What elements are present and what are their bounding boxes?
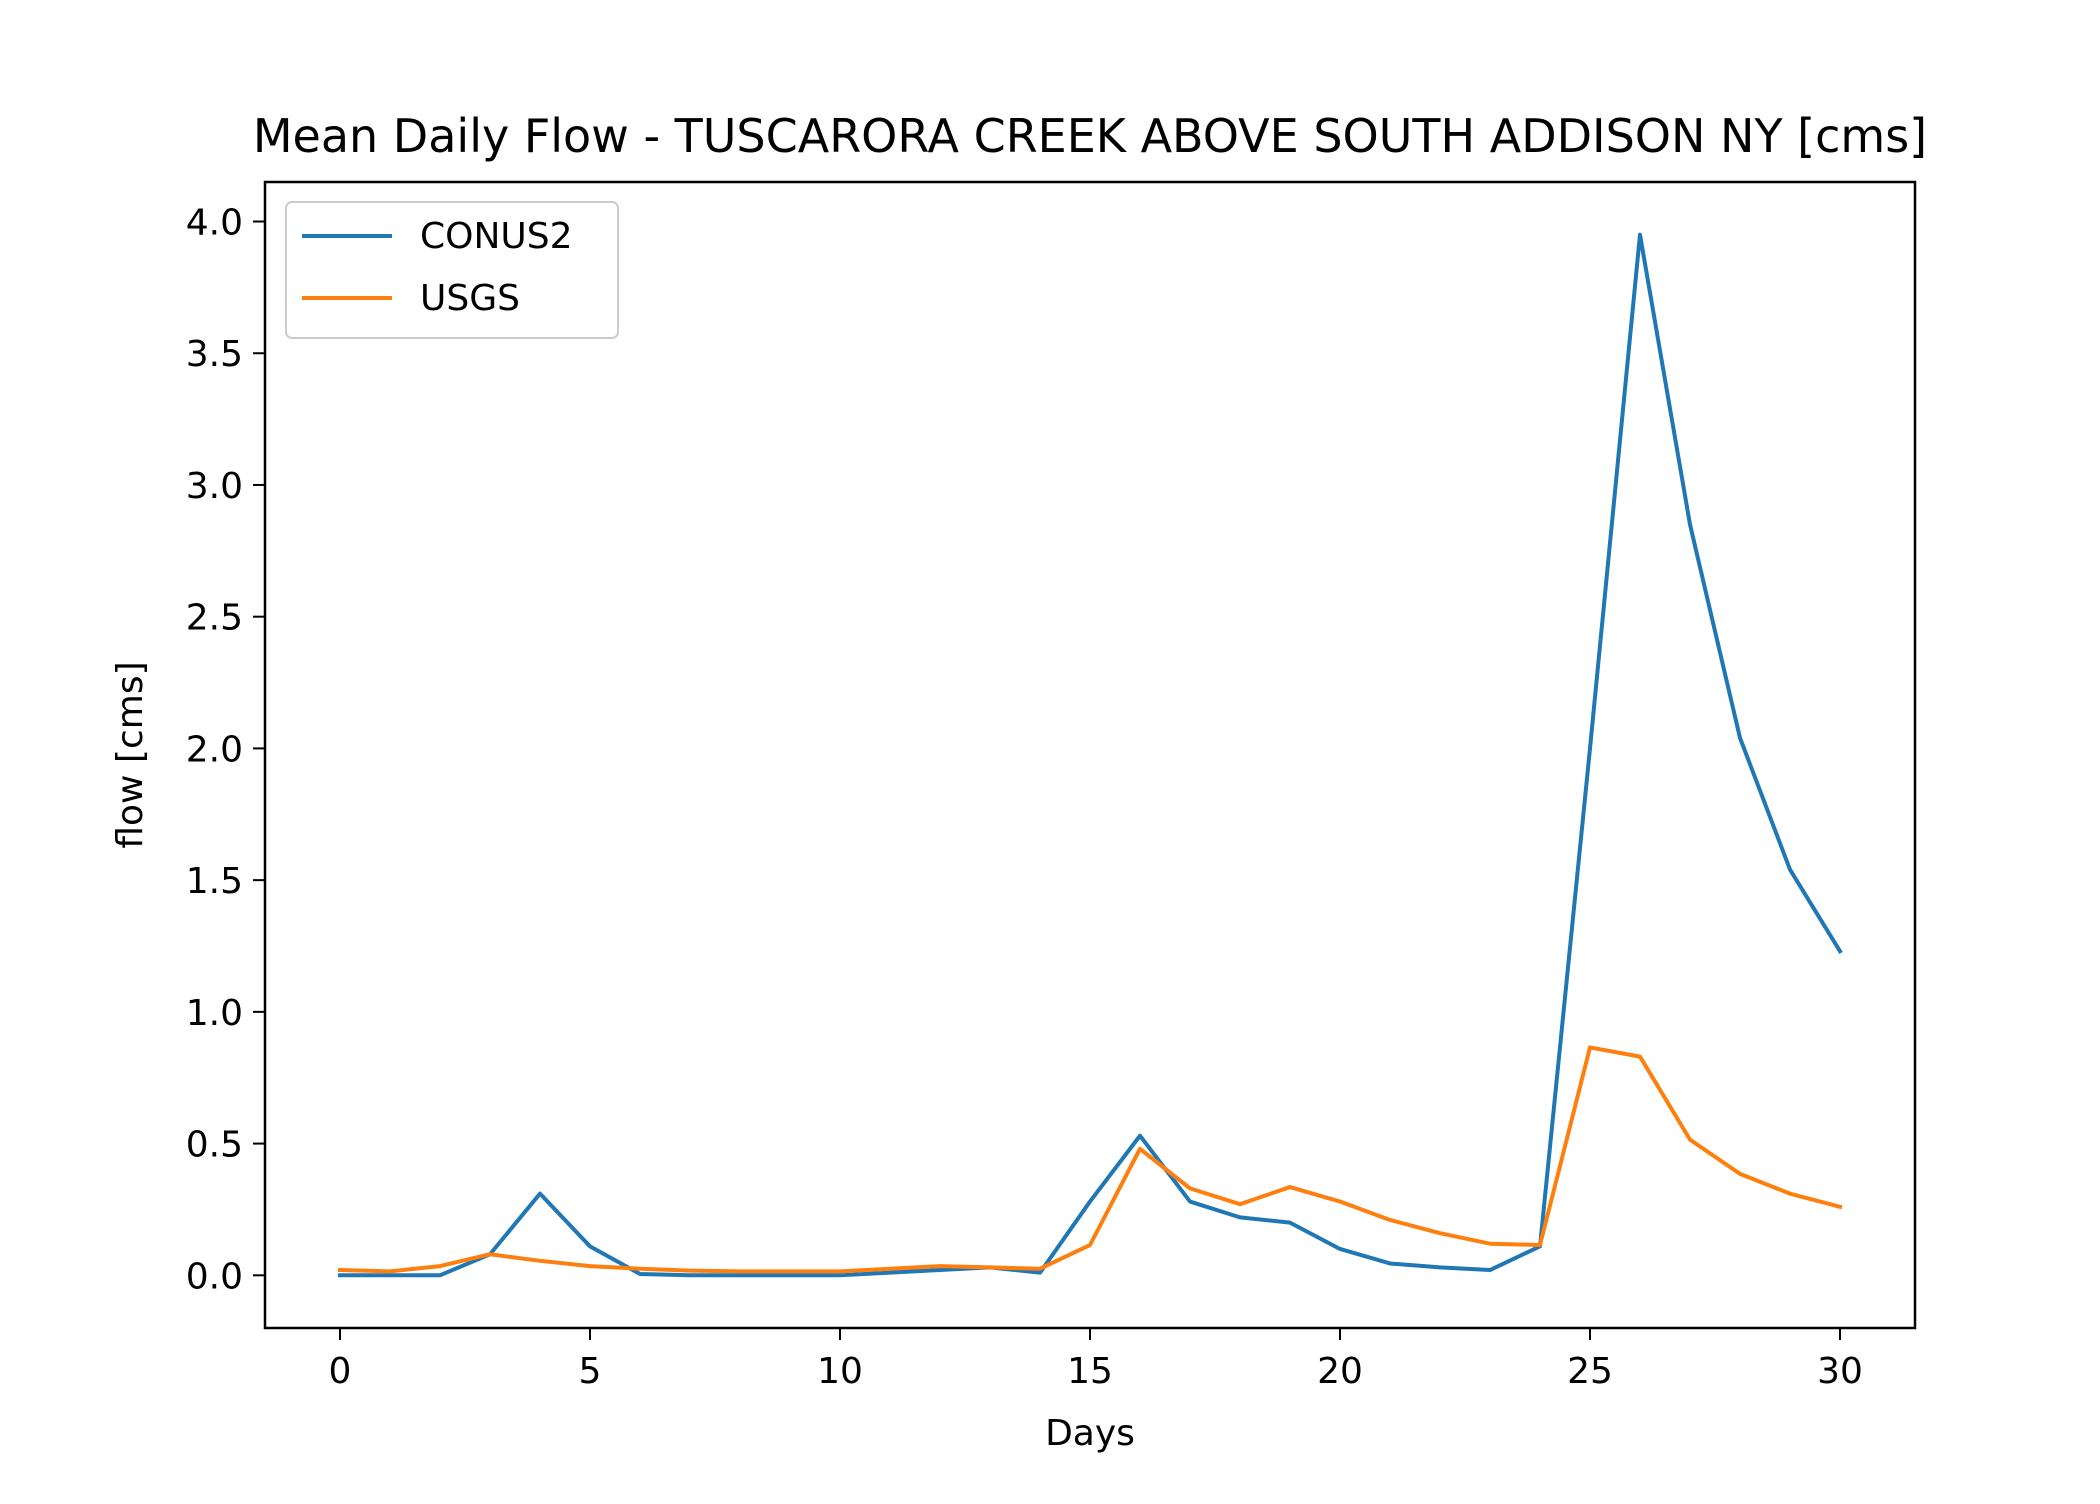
x-axis: 0 5 10 15 20 25 30 (329, 1328, 1863, 1392)
y-tick-label: 2.5 (186, 598, 243, 639)
y-tick-label: 0.5 (186, 1125, 243, 1166)
plot-area (263, 180, 1917, 1330)
y-tick-label: 1.5 (186, 861, 243, 902)
series-line-conus2 (338, 232, 1843, 1278)
chart-title: Mean Daily Flow - TUSCARORA CREEK ABOVE … (253, 109, 1927, 163)
y-tick-label: 2.0 (186, 729, 243, 770)
y-tick-label: 3.5 (186, 334, 243, 375)
plot-background (265, 182, 1915, 1328)
x-axis-label: Days (1045, 1413, 1135, 1454)
y-tick-label: 1.0 (186, 993, 243, 1034)
legend-label-conus2: CONUS2 (420, 216, 573, 257)
x-tick-label: 5 (579, 1351, 602, 1392)
y-tick-label: 4.0 (186, 203, 243, 244)
x-tick-label: 30 (1817, 1351, 1863, 1392)
x-tick-label: 15 (1067, 1351, 1113, 1392)
x-tick-label: 25 (1567, 1351, 1613, 1392)
x-tick-label: 0 (329, 1351, 352, 1392)
x-tick-label: 20 (1317, 1351, 1363, 1392)
y-tick-label: 0.0 (186, 1256, 243, 1297)
x-tick-label: 10 (817, 1351, 863, 1392)
y-axis: 0.0 0.5 1.0 1.5 2.0 2.5 3.0 3.5 4.0 (186, 203, 265, 1297)
series-layer (337, 232, 1843, 1278)
y-tick-label: 3.0 (186, 466, 243, 507)
y-axis-label: flow [cms] (110, 661, 151, 848)
series-line-usgs (337, 1045, 1843, 1274)
chart-legend: CONUS2 USGS (285, 201, 619, 339)
legend-label-usgs: USGS (420, 278, 520, 319)
